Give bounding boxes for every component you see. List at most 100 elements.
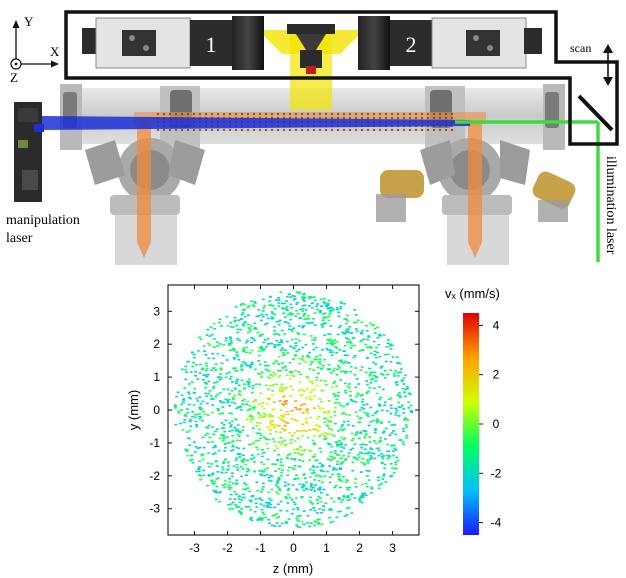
velocity-vector-mark [284, 369, 288, 371]
velocity-vector-mark [353, 309, 356, 311]
velocity-vector-mark [328, 508, 332, 510]
velocity-vector-mark [262, 482, 265, 485]
velocity-vector-mark [235, 479, 239, 482]
velocity-vector-mark [309, 322, 313, 324]
velocity-vector-mark [225, 359, 229, 361]
velocity-vector-mark [233, 498, 237, 500]
vacuum-chamber [60, 84, 565, 265]
y-tick-label: -2 [149, 469, 160, 483]
velocity-vector-mark [303, 448, 307, 451]
velocity-vector-mark [252, 442, 256, 444]
velocity-vector-mark [173, 404, 177, 406]
velocity-vector-mark [371, 414, 375, 417]
velocity-vector-mark [294, 400, 298, 402]
velocity-vector-mark [369, 373, 373, 376]
velocity-vector-mark [398, 362, 402, 365]
velocity-vector-mark [327, 443, 331, 446]
velocity-vector-mark [247, 378, 251, 380]
velocity-vector-mark [183, 387, 187, 389]
velocity-vector-mark [221, 354, 225, 357]
velocity-vector-mark [289, 318, 293, 321]
velocity-vector-mark [324, 418, 328, 420]
velocity-vector-mark [333, 414, 337, 417]
velocity-vector-mark [214, 369, 218, 371]
velocity-vector-mark [269, 420, 272, 422]
velocity-vector-mark [240, 475, 243, 478]
velocity-vector-mark [283, 365, 287, 368]
velocity-vector-mark [346, 402, 350, 405]
velocity-vector-mark [330, 306, 334, 309]
velocity-vector-mark [357, 453, 360, 456]
velocity-vector-mark [228, 342, 231, 345]
velocity-vector-mark [237, 319, 240, 322]
velocity-vector-mark [286, 502, 290, 504]
velocity-vector-mark [322, 488, 326, 491]
velocity-vector-mark [275, 491, 278, 493]
velocity-vector-mark [303, 300, 306, 302]
velocity-vector-mark [195, 470, 198, 473]
velocity-vector-mark [343, 318, 347, 320]
velocity-vector-mark [242, 349, 246, 351]
velocity-vector-mark [288, 361, 292, 364]
velocity-vector-mark [247, 443, 251, 446]
velocity-vector-mark [382, 388, 385, 391]
velocity-vector-mark [278, 489, 282, 491]
velocity-vector-mark [238, 456, 242, 458]
velocity-vector-mark [266, 426, 270, 428]
velocity-vector-mark [302, 489, 306, 492]
velocity-vector-mark [300, 388, 304, 391]
velocity-vector-mark [377, 484, 381, 486]
velocity-vector-mark [263, 474, 266, 477]
velocity-vector-mark [347, 361, 351, 364]
velocity-vector-mark [354, 395, 358, 398]
velocity-vector-mark [219, 373, 222, 375]
velocity-vector-mark [218, 400, 222, 402]
velocity-vector-mark [369, 352, 373, 355]
velocity-vector-mark [199, 416, 203, 418]
velocity-vector-mark [347, 424, 350, 426]
velocity-vector-mark [233, 316, 237, 319]
velocity-vector-mark [252, 408, 256, 411]
velocity-vector-mark [296, 437, 300, 440]
velocity-vector-mark [273, 330, 276, 332]
velocity-vector-mark [331, 520, 335, 523]
velocity-vector-mark [205, 364, 209, 367]
velocity-vector-mark [390, 444, 393, 447]
velocity-vector-mark [267, 317, 270, 320]
velocity-vector-mark [262, 513, 266, 516]
velocity-vector-mark [333, 486, 337, 489]
velocity-vector-mark [372, 340, 376, 343]
velocity-vector-mark [249, 325, 253, 327]
velocity-vector-mark [298, 408, 302, 410]
velocity-vector-mark [281, 402, 284, 405]
velocity-vector-mark [327, 400, 331, 402]
colorbar-title: vₓ (mm/s) [445, 286, 500, 301]
velocity-vector-mark [269, 415, 273, 418]
velocity-vector-mark [375, 447, 379, 450]
velocity-vector-mark [288, 313, 292, 316]
velocity-vector-mark [324, 322, 327, 325]
velocity-vector-mark [308, 351, 311, 354]
velocity-vector-mark [360, 495, 363, 497]
velocity-vector-mark [330, 340, 333, 342]
velocity-vector-mark [281, 354, 285, 357]
velocity-vector-mark [280, 441, 284, 443]
velocity-vector-mark [374, 356, 378, 359]
velocity-vector-mark [327, 433, 331, 435]
velocity-vector-mark [195, 364, 198, 366]
velocity-vector-mark [231, 482, 235, 484]
velocity-vector-mark [280, 522, 284, 525]
velocity-vector-mark [209, 326, 213, 328]
velocity-vector-mark [347, 452, 351, 454]
velocity-vector-mark [188, 420, 192, 423]
velocity-vector-mark [260, 347, 264, 350]
velocity-vector-mark [358, 417, 362, 420]
velocity-vector-mark [183, 414, 187, 416]
velocity-vector-mark [255, 446, 258, 449]
velocity-vector-mark [382, 432, 385, 434]
velocity-vector-mark [360, 332, 364, 335]
velocity-vector-mark [245, 470, 249, 473]
velocity-vector-mark [296, 520, 300, 522]
velocity-vector-mark [330, 310, 334, 312]
velocity-vector-mark [295, 310, 298, 312]
